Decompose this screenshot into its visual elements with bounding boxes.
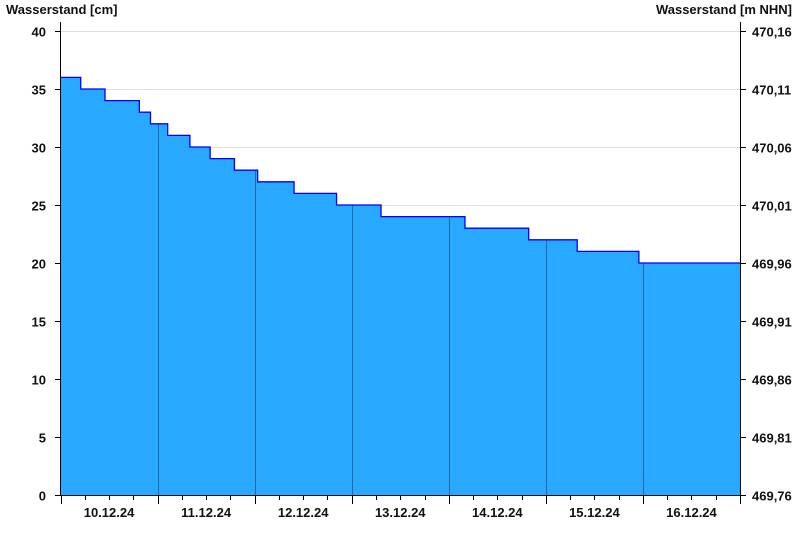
y-tick-label-right: 470,06 xyxy=(752,141,792,156)
x-tick-label: 16.12.24 xyxy=(666,505,717,520)
y-tick-label-right: 469,96 xyxy=(752,257,792,272)
y-tick-label-left: 10 xyxy=(32,373,46,388)
x-tick-label: 14.12.24 xyxy=(472,505,523,520)
y-tick-label-left: 35 xyxy=(32,83,46,98)
water-level-line xyxy=(60,76,740,264)
right-axis-title: Wasserstand [m NHN] xyxy=(655,2,792,17)
x-tick-label: 13.12.24 xyxy=(375,505,426,520)
x-tick-label: 11.12.24 xyxy=(181,505,232,520)
y-tick-label-right: 470,01 xyxy=(752,199,792,214)
left-axis-title: Wasserstand [cm] xyxy=(6,2,118,17)
x-tick-label: 10.12.24 xyxy=(84,505,135,520)
water-level-area xyxy=(60,77,740,496)
y-tick-label-right: 470,16 xyxy=(752,25,792,40)
y-tick-label-left: 25 xyxy=(32,199,46,214)
x-tick-label: 15.12.24 xyxy=(569,505,620,520)
y-tick-label-right: 469,91 xyxy=(752,315,792,330)
y-tick-label-left: 40 xyxy=(32,25,46,40)
y-tick-label-right: 469,81 xyxy=(752,431,792,446)
x-tick-label: 12.12.24 xyxy=(278,505,329,520)
y-tick-label-left: 30 xyxy=(32,141,46,156)
y-tick-label-left: 5 xyxy=(39,431,46,446)
y-tick-label-left: 20 xyxy=(32,257,46,272)
y-tick-label-right: 470,11 xyxy=(752,83,791,98)
y-tick-label-left: 0 xyxy=(39,489,46,504)
y-tick-label-right: 469,86 xyxy=(752,373,792,388)
y-tick-label-left: 15 xyxy=(32,315,46,330)
y-tick-label-right: 469,76 xyxy=(752,489,792,504)
